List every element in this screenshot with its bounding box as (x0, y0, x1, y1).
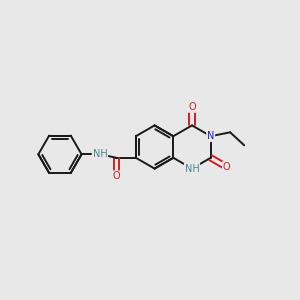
Text: O: O (112, 171, 120, 181)
Text: N: N (207, 131, 214, 141)
Text: NH: NH (184, 164, 200, 174)
Text: NH: NH (92, 149, 107, 159)
Text: O: O (223, 162, 230, 172)
Text: O: O (188, 102, 196, 112)
